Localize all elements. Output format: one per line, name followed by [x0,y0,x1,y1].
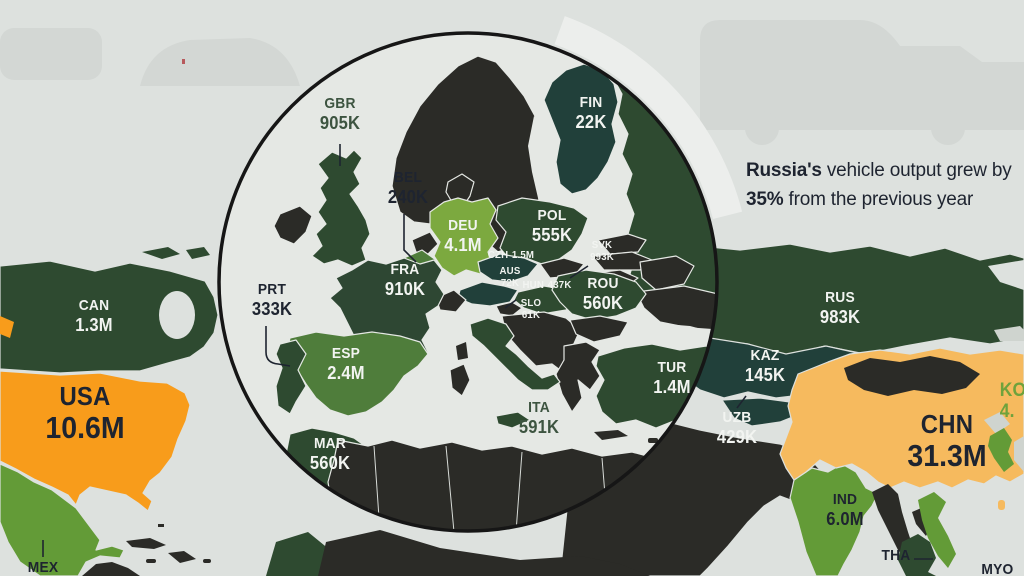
country-label-kor: KOR4. [999,380,1024,423]
crete [594,430,628,440]
cuba [126,538,166,549]
country-romania [551,269,647,321]
country-label-ind: IND 6.0M [826,491,864,529]
country-canada [0,260,219,374]
leader-lines [42,144,933,560]
country-label-kaz: KAZ 145K [744,347,786,385]
country-label-prt: PRT 333K [251,281,293,319]
annotation-note: Russia's vehicle output grew by 35% from… [746,156,1024,214]
island [203,559,211,563]
country-label-myo: MYO [981,561,1014,576]
cyprus [648,438,658,443]
sicily [495,411,531,429]
alaska [0,316,14,338]
hispaniola [168,551,196,563]
netherlands [411,231,439,255]
world-layer [0,243,1024,576]
arctic-island [186,247,210,259]
island [994,326,1024,341]
country-label-slo: SLO 61K [520,297,542,321]
country-label-czh: CZH 1.5M [487,249,535,261]
country-usa [0,370,191,512]
country-label-rou: ROU 560K [582,275,624,313]
country-label-aus: AUS 72K [499,265,521,289]
country-italy [469,317,561,391]
country-finland [543,63,619,195]
country-label-chn: CHN 31.3M [907,409,987,474]
hudson-bay [159,291,195,339]
ireland [273,205,313,245]
country-label-ita: ITA 591K [518,399,560,437]
country-portugal [275,339,307,415]
country-label-tha: THA [881,547,911,564]
country-gbr [311,149,371,267]
country-slovenia [495,301,523,317]
country-label-mex: MEX [27,559,59,576]
estonia [597,233,647,255]
country-label-usa: USA 10.6M [45,381,125,446]
island [158,524,164,527]
annotation-line-2: 35% from the previous year [746,189,974,210]
country-mexico [0,463,125,576]
background-silhouettes [0,20,1024,145]
corsica [456,342,468,360]
country-uzbekistan [721,397,801,427]
country-label-uzb: UZB 429K [716,409,758,447]
taiwan [998,500,1005,510]
sardinia [449,363,471,397]
country-korea [988,428,1014,472]
magnifier-rim [217,31,719,533]
country-label-rus: RUS 983K [819,289,861,327]
country-mongolia [844,356,980,396]
ukraine [635,285,716,331]
country-label-can: CAN 1.3M [75,297,113,335]
country-label-mar: MAR 560K [309,435,351,473]
africa-borders [373,445,609,530]
country-label-svk: SVK 993K [590,239,614,263]
japan-edge [1014,436,1024,472]
arctic-inlet [988,260,1024,290]
country-label-tur: TUR 1.4M [653,359,691,397]
country-label-pol: POL 555K [531,207,573,245]
country-label-fin: FIN 22K [575,94,607,132]
country-label-bel: BEL 240K [387,169,429,207]
country-czechia [477,253,539,283]
belarus [639,255,695,291]
country-thailand [898,534,936,576]
red-speck [182,59,185,64]
bulgaria [569,315,629,343]
country-label-esp: ESP 2.4M [327,345,365,383]
western-sahara [287,509,313,530]
country-label-fra: FRA 910K [384,261,426,299]
island [146,559,156,563]
arctic-island [142,247,180,259]
country-label-deu: DEU 4.1M [444,217,482,255]
country-spain [285,331,429,417]
country-label-gbr: GBR 905K [319,95,361,133]
country-label-hun: HUN 437K [522,279,572,291]
country-morocco-south [266,532,330,576]
annotation-line-1: Russia's vehicle output grew by [746,160,1012,181]
country-vietnam [918,492,956,568]
central-america [82,562,140,576]
north-africa [318,530,650,576]
greece [555,341,601,413]
